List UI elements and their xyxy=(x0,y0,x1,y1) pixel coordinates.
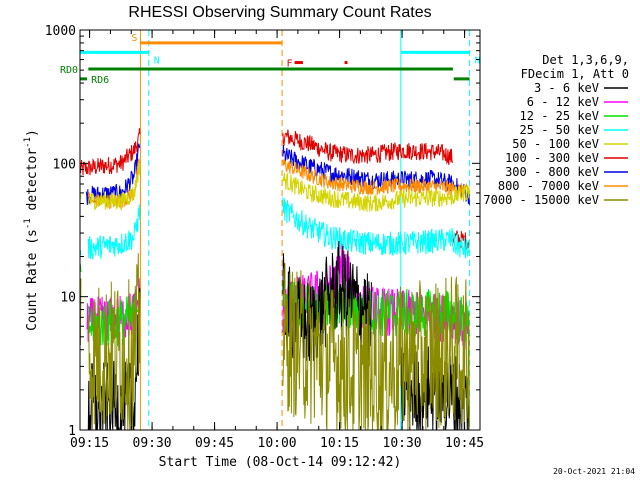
series-group xyxy=(79,128,470,431)
y-label-part-3: ) xyxy=(25,129,40,137)
x-tick-label: 09:45 xyxy=(195,436,234,451)
series-line xyxy=(452,232,470,259)
series-line xyxy=(282,197,454,256)
flag-label: S xyxy=(131,33,137,44)
flag-label: F xyxy=(287,59,293,70)
y-tick-label: 1 xyxy=(68,424,76,439)
y-label-sup-1: -1 xyxy=(23,218,33,229)
series-line xyxy=(282,172,470,212)
plot-frame xyxy=(79,29,481,431)
legend-label: 300 - 800 keV xyxy=(505,165,599,179)
series-line xyxy=(282,129,453,166)
series-line xyxy=(282,262,470,431)
y-label-sup-2: -1 xyxy=(23,137,33,148)
y-tick-label: 1000 xyxy=(45,24,76,39)
series-2 xyxy=(87,158,470,209)
legend-header-line-2: FDecim 1, Att 0 xyxy=(521,67,629,81)
series-line xyxy=(85,143,141,206)
series-line xyxy=(87,204,141,260)
y-tick-label: 100 xyxy=(53,157,76,172)
legend-label: 25 - 50 keV xyxy=(520,123,599,137)
legend-label: 100 - 300 keV xyxy=(505,151,599,165)
x-tick-label: 10:30 xyxy=(383,436,422,451)
series-1 xyxy=(85,143,470,206)
axes-group: 09:15 09:30 09:45 10:00 10:15 10:30 10:45 1 10 10… xyxy=(45,24,484,451)
flag-label: RD0 xyxy=(60,65,78,76)
flags-group: S N N F RD0 RD6 xyxy=(60,33,481,86)
chart-title: RHESSI Observing Summary Count Rates xyxy=(128,4,431,21)
series-4 xyxy=(79,197,470,260)
y-label-part-2: detector xyxy=(25,148,40,219)
y-label-part-1: Count Rate (s xyxy=(25,229,40,331)
flag-label: N xyxy=(475,55,481,66)
legend-label: 3 - 6 keV xyxy=(534,81,599,95)
legend-label: 6 - 12 keV xyxy=(527,95,599,109)
series-line xyxy=(87,253,141,431)
series-line xyxy=(79,128,141,176)
legend-label: 800 - 7000 keV xyxy=(498,179,599,193)
series-line xyxy=(87,161,141,211)
legend-label: 7000 - 15000 keV xyxy=(483,193,599,207)
x-tick-label: 10:45 xyxy=(445,436,484,451)
series-line xyxy=(282,145,470,205)
legend: Det 1,3,6,9, FDecim 1, Att 0 3 - 6 keV6 … xyxy=(483,53,629,207)
y-axis-label: Count Rate (s-1 detector-1) xyxy=(23,129,40,331)
footer-date: 20-Oct-2021 21:04 xyxy=(553,467,635,476)
flag-label: RD6 xyxy=(91,75,109,86)
legend-label: 12 - 25 keV xyxy=(520,109,599,123)
x-axis-label: Start Time (08-Oct-14 09:12:42) xyxy=(159,455,402,470)
legend-label: 50 - 100 keV xyxy=(512,137,599,151)
x-tick-label: 10:15 xyxy=(320,436,359,451)
x-tick-label: 09:15 xyxy=(70,436,109,451)
x-tick-label: 09:30 xyxy=(133,436,172,451)
series-line xyxy=(282,158,470,198)
series-line xyxy=(87,158,141,209)
legend-header-line-1: Det 1,3,6,9, xyxy=(542,53,629,67)
y-tick-label: 10 xyxy=(60,291,76,306)
x-tick-label: 10:00 xyxy=(258,436,297,451)
flag-label: N xyxy=(154,55,160,66)
